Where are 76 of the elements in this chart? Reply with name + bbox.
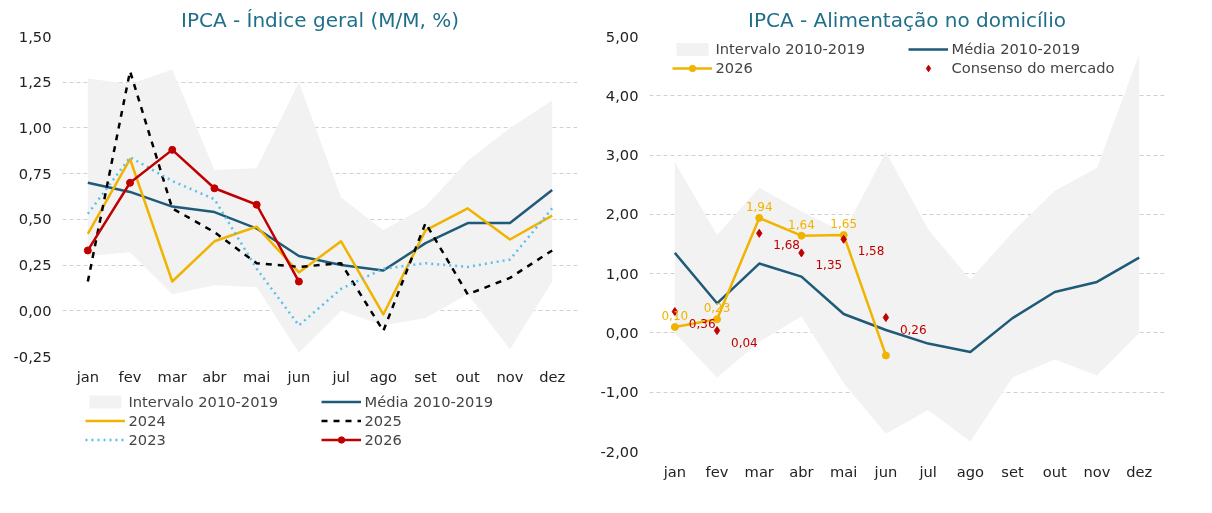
y-tick-label: -1,00: [600, 383, 639, 401]
legend-label: Média 2010-2019: [951, 40, 1082, 57]
point: [670, 323, 679, 331]
y-tick-label: 0,75: [18, 164, 52, 182]
legend-label: Intervalo 2010-2019: [128, 392, 280, 410]
y-tick-label: 1,25: [18, 73, 52, 91]
y-tick-label: -0,25: [13, 347, 52, 365]
x-tick-label: fev: [118, 367, 142, 385]
x-tick-label: jan: [75, 367, 99, 385]
point: [798, 248, 805, 258]
point: [168, 145, 177, 154]
data-label: 1,94: [745, 199, 773, 214]
chart-title: IPCA - Índice geral (M/M, %): [181, 7, 460, 32]
point: [756, 228, 763, 238]
legend-label: 2023: [128, 430, 167, 448]
point: [840, 234, 847, 244]
y-tick-label: 1,50: [18, 27, 52, 45]
x-tick-label: dez: [539, 367, 566, 385]
x-tick-label: nov: [1083, 462, 1111, 480]
data-label: 1,58: [857, 244, 885, 259]
x-tick-label: jul: [918, 462, 937, 480]
data-label: 1,64: [788, 217, 815, 232]
x-tick-label: out: [1042, 462, 1067, 480]
data-label: 0,04: [731, 335, 758, 350]
legend-label: Consenso do mercado: [951, 59, 1116, 76]
y-tick-label: 1,00: [18, 118, 52, 136]
legend-label: 2024: [128, 411, 167, 429]
point: [126, 178, 135, 187]
y-tick-label: 5,00: [605, 27, 639, 45]
x-tick-label: mar: [744, 462, 775, 480]
x-tick-label: ago: [369, 367, 397, 385]
x-tick-label: set: [1001, 462, 1024, 480]
data-label: 1,35: [815, 257, 843, 272]
point: [797, 231, 806, 240]
point: [210, 184, 219, 193]
data-label: 0,26: [899, 322, 927, 337]
y-tick-label: 0,25: [18, 256, 52, 274]
point: [252, 200, 261, 209]
x-tick-label: jun: [873, 462, 898, 480]
x-tick-label: jun: [286, 367, 311, 385]
x-tick-label: mai: [830, 462, 858, 480]
y-tick-label: 0,50: [18, 210, 52, 228]
x-tick-label: fev: [705, 462, 729, 480]
data-label: 0,10: [661, 309, 689, 323]
x-tick-label: mai: [243, 367, 271, 385]
y-tick-label: 2,00: [605, 205, 639, 223]
x-tick-label: jan: [662, 462, 686, 480]
y-tick-label: -2,00: [600, 442, 639, 460]
y-tick-label: 3,00: [605, 146, 639, 164]
point: [294, 277, 303, 286]
x-tick-label: nov: [496, 367, 524, 385]
x-tick-label: jul: [331, 367, 350, 385]
legend-label: Intervalo 2010-2019: [715, 40, 867, 57]
legend-label: 2026: [715, 59, 754, 76]
x-tick-label: out: [455, 367, 480, 385]
x-tick-label: dez: [1126, 462, 1153, 480]
y-tick-label: 0,00: [18, 301, 52, 319]
legend-label: 2026: [364, 430, 403, 448]
point: [755, 213, 764, 222]
x-tick-label: mar: [157, 367, 188, 385]
x-tick-label: abr: [789, 462, 815, 480]
x-tick-label: ago: [956, 462, 984, 480]
point: [881, 351, 890, 360]
point: [713, 326, 721, 336]
x-tick-label: abr: [202, 367, 228, 385]
x-tick-label: set: [414, 367, 437, 385]
y-tick-label: 0,00: [605, 323, 639, 341]
y-tick-label: 1,00: [605, 264, 639, 282]
y-tick-label: 4,00: [605, 86, 639, 104]
point: [83, 246, 92, 255]
point: [882, 313, 890, 323]
legend-label: 2025: [364, 411, 403, 429]
legend-label: Média 2010-2019: [364, 392, 495, 410]
data-label: 1,68: [773, 238, 800, 253]
data-label: 1,65: [830, 217, 858, 232]
chart-title: IPCA - Alimentação no domicílio: [748, 7, 1066, 32]
